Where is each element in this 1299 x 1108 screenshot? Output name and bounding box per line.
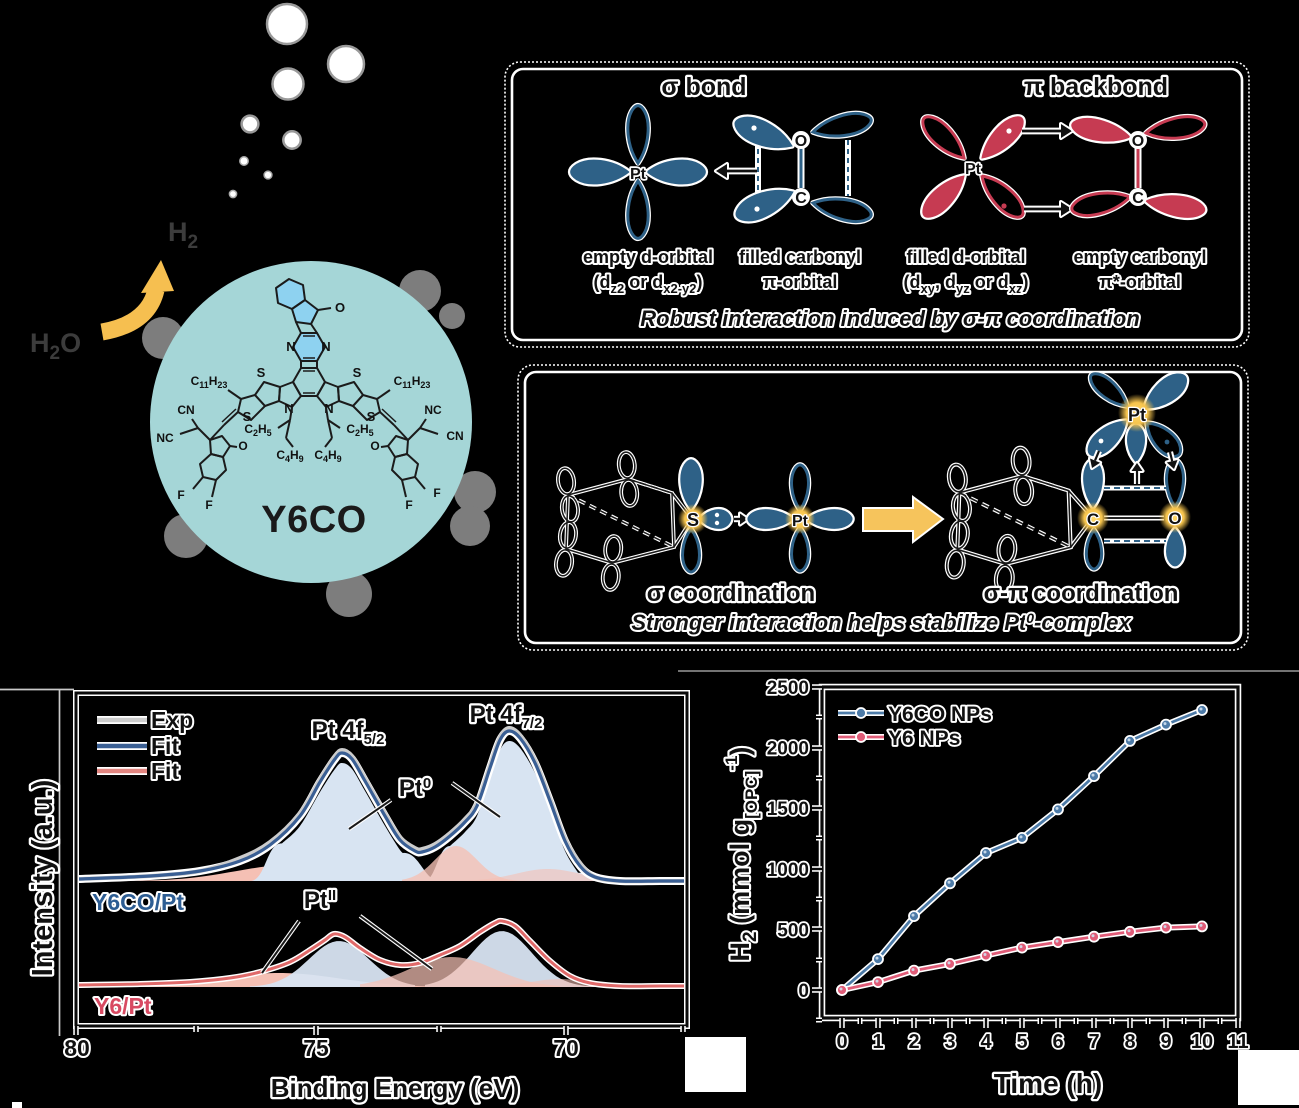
svg-text:π backbond: π backbond xyxy=(1024,73,1168,101)
svg-text:N: N xyxy=(321,339,330,354)
svg-text:4: 4 xyxy=(980,1031,992,1053)
svg-text:1500: 1500 xyxy=(767,799,809,820)
svg-text:Robust interaction induced by: Robust interaction induced by σ-π coordi… xyxy=(640,306,1140,331)
svg-text:N: N xyxy=(324,401,333,416)
svg-text:0: 0 xyxy=(798,981,809,1002)
svg-text:3: 3 xyxy=(944,1031,955,1053)
svg-text:F: F xyxy=(433,486,440,500)
svg-text:7: 7 xyxy=(1088,1031,1099,1053)
svg-text:5: 5 xyxy=(1016,1031,1027,1053)
svg-text:S: S xyxy=(687,510,699,530)
svg-text:C: C xyxy=(1087,510,1099,529)
svg-text:0: 0 xyxy=(836,1031,847,1053)
svg-text:2000: 2000 xyxy=(767,739,809,760)
svg-text:empty d-orbital: empty d-orbital xyxy=(583,247,713,267)
svg-text:π*-orbital: π*-orbital xyxy=(1099,272,1181,292)
svg-text:C2H5: C2H5 xyxy=(346,422,373,438)
svg-text:Y6/Pt: Y6/Pt xyxy=(94,993,152,1019)
svg-text:C2H5: C2H5 xyxy=(244,422,271,438)
svg-text:NC: NC xyxy=(156,431,174,445)
svg-text:Pt: Pt xyxy=(792,513,809,530)
svg-text:S: S xyxy=(353,365,362,380)
svg-text:C: C xyxy=(1132,190,1144,207)
svg-text:Y6CO NPs: Y6CO NPs xyxy=(888,703,992,726)
svg-text:6: 6 xyxy=(1052,1031,1063,1053)
svg-text:Stronger interaction helps sta: Stronger interaction helps stabilize Pt0… xyxy=(631,610,1131,635)
svg-text:Pt: Pt xyxy=(1128,405,1146,425)
svg-text:Exp: Exp xyxy=(151,707,193,733)
svg-text:σ bond: σ bond xyxy=(661,73,746,101)
svg-text:O: O xyxy=(370,439,379,453)
svg-text:Pt0: Pt0 xyxy=(399,775,431,802)
svg-text:CN: CN xyxy=(177,403,194,417)
svg-text:80: 80 xyxy=(64,1035,90,1061)
svg-text:Pt: Pt xyxy=(965,161,982,178)
svg-text:75: 75 xyxy=(303,1035,329,1061)
svg-text:11: 11 xyxy=(1227,1031,1248,1053)
svg-text:N: N xyxy=(284,401,293,416)
svg-text:9: 9 xyxy=(1160,1031,1171,1053)
svg-text:O: O xyxy=(335,300,345,315)
svg-text:O: O xyxy=(1132,133,1144,150)
svg-text:CN: CN xyxy=(446,429,463,443)
svg-text:C4H9: C4H9 xyxy=(314,448,341,464)
svg-text:filled carbonyl: filled carbonyl xyxy=(739,247,861,267)
svg-text:2500: 2500 xyxy=(767,678,809,699)
svg-text:8: 8 xyxy=(1124,1031,1135,1053)
svg-text:Fit: Fit xyxy=(151,733,179,759)
svg-text:1000: 1000 xyxy=(767,860,809,881)
svg-text:F: F xyxy=(405,498,412,512)
svg-text:σ coordination: σ coordination xyxy=(647,580,815,607)
svg-text:Binding Energy (eV): Binding Energy (eV) xyxy=(271,1073,519,1103)
svg-text:filled d-orbital: filled d-orbital xyxy=(907,247,1026,267)
svg-text:C: C xyxy=(795,190,807,207)
svg-text:empty carbonyl: empty carbonyl xyxy=(1073,247,1206,267)
svg-text:F: F xyxy=(177,488,184,502)
svg-text:F: F xyxy=(205,498,212,512)
svg-text:Y6CO: Y6CO xyxy=(261,499,366,541)
svg-text:Y6 NPs: Y6 NPs xyxy=(888,727,960,750)
svg-text:σ-π coordination: σ-π coordination xyxy=(984,580,1179,607)
svg-text:O: O xyxy=(1168,509,1181,528)
svg-text:10: 10 xyxy=(1191,1031,1213,1053)
svg-text:O: O xyxy=(795,133,807,150)
svg-text:1: 1 xyxy=(872,1031,883,1053)
svg-text:O: O xyxy=(238,439,247,453)
svg-text:500: 500 xyxy=(777,920,809,941)
svg-text:N: N xyxy=(286,339,295,354)
svg-text:S: S xyxy=(243,409,252,424)
svg-text:Pt: Pt xyxy=(630,166,647,183)
svg-text:S: S xyxy=(257,365,266,380)
svg-text:S: S xyxy=(367,409,376,424)
svg-text:70: 70 xyxy=(553,1035,579,1061)
svg-text:2: 2 xyxy=(908,1031,919,1053)
svg-text:C4H9: C4H9 xyxy=(276,448,303,464)
svg-text:NC: NC xyxy=(424,403,442,417)
svg-text:Intensity (a.u.): Intensity (a.u.) xyxy=(27,780,59,977)
svg-text:π-orbital: π-orbital xyxy=(763,272,838,292)
svg-text:Fit: Fit xyxy=(151,758,179,784)
svg-text:Y6CO/Pt: Y6CO/Pt xyxy=(92,889,184,915)
svg-text:Time (h): Time (h) xyxy=(994,1068,1102,1099)
